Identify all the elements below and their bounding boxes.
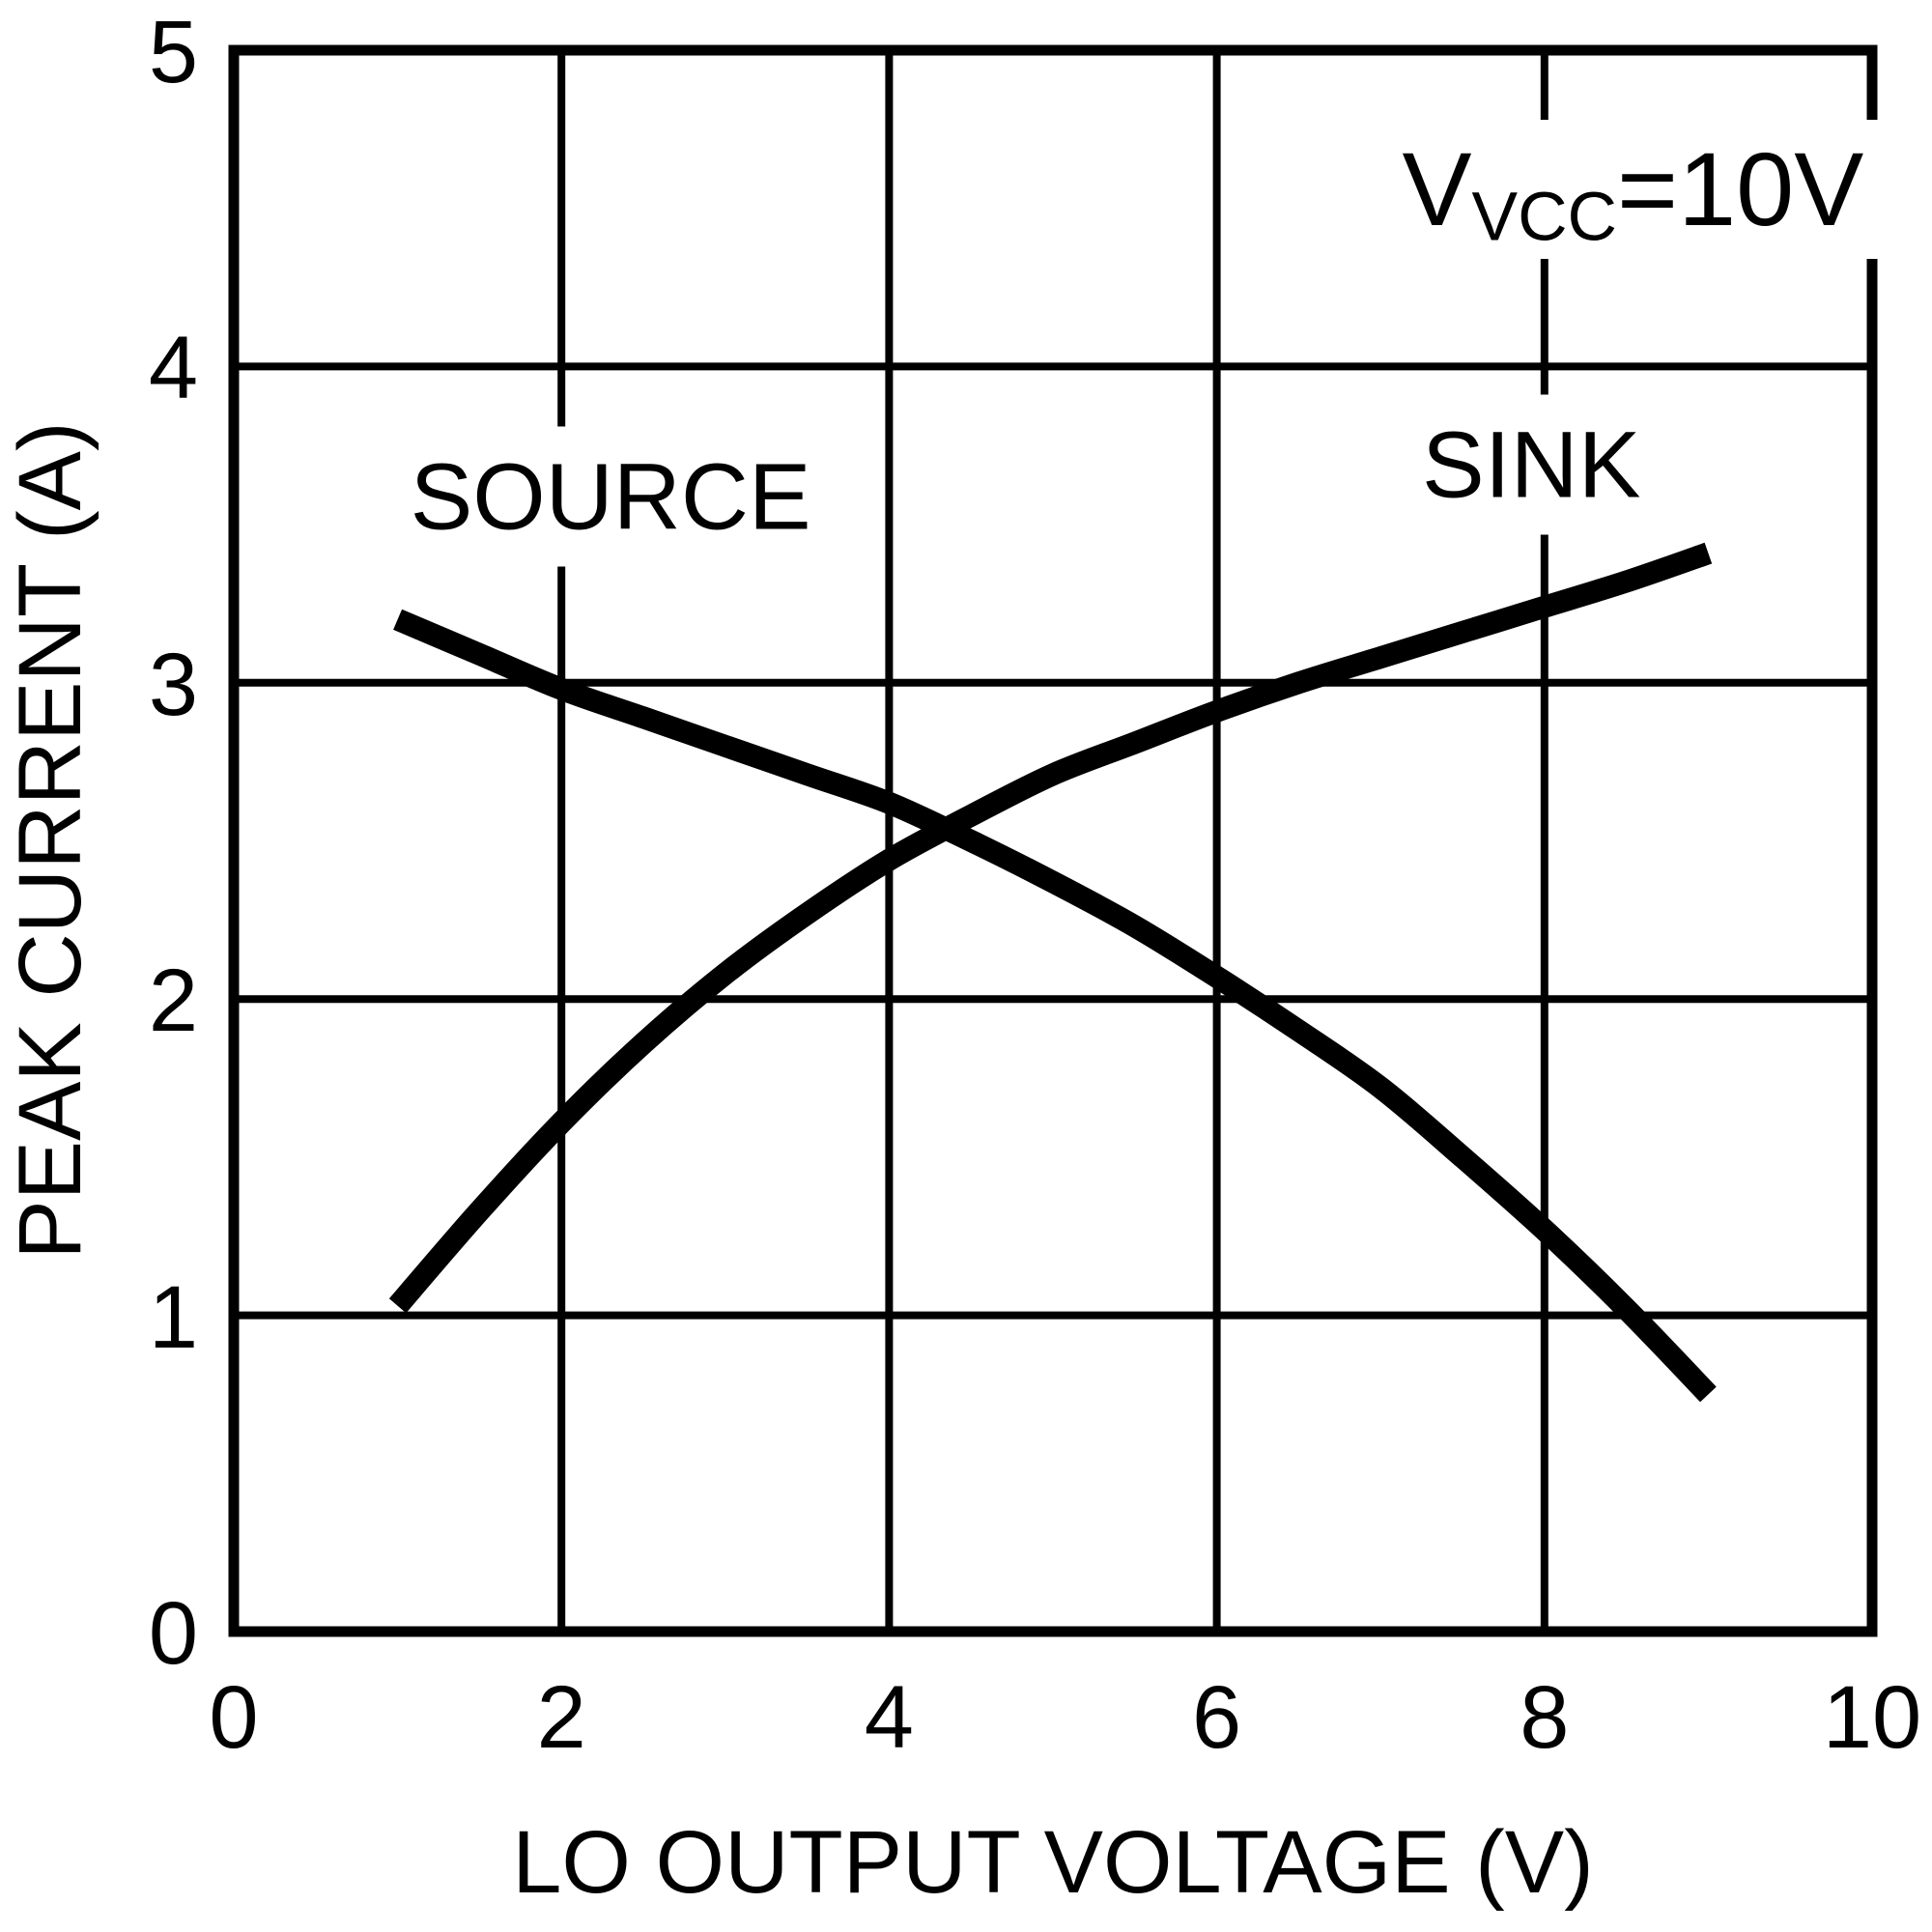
x-tick-label-0: 0 (209, 1668, 259, 1767)
y-axis-title: PEAK CURRENT (A) (1, 421, 99, 1260)
plot-border (228, 44, 1878, 1637)
x-tick-label-10: 10 (1822, 1668, 1922, 1767)
y-tick-label-5: 5 (148, 3, 198, 101)
source-curve (393, 609, 1717, 1403)
x-tick-label-8: 8 (1520, 1668, 1570, 1767)
x-tick-label-6: 6 (1192, 1668, 1242, 1767)
y-tick-label-1: 1 (148, 1267, 198, 1367)
annotation-subscript: VCC (1471, 178, 1618, 256)
y-tick-label-3: 3 (148, 635, 198, 734)
y-tick-label-4: 4 (148, 319, 198, 418)
source-curve-label: SOURCE (383, 426, 838, 567)
annotation-value: =10V (1617, 130, 1864, 248)
vcc-condition-annotation: VVCC=10V (1380, 120, 1886, 260)
x-axis-title: LO OUTPUT VOLTAGE (V) (512, 1813, 1594, 1912)
y-tick-label-2: 2 (148, 952, 198, 1051)
x-tick-label-2: 2 (536, 1668, 586, 1767)
sink-curve-label: SINK (1395, 394, 1668, 535)
annotation-symbol: V (1402, 130, 1472, 248)
sink-curve (388, 542, 1713, 1314)
y-tick-label-0: 0 (148, 1584, 198, 1683)
x-tick-label-4: 4 (864, 1668, 914, 1767)
